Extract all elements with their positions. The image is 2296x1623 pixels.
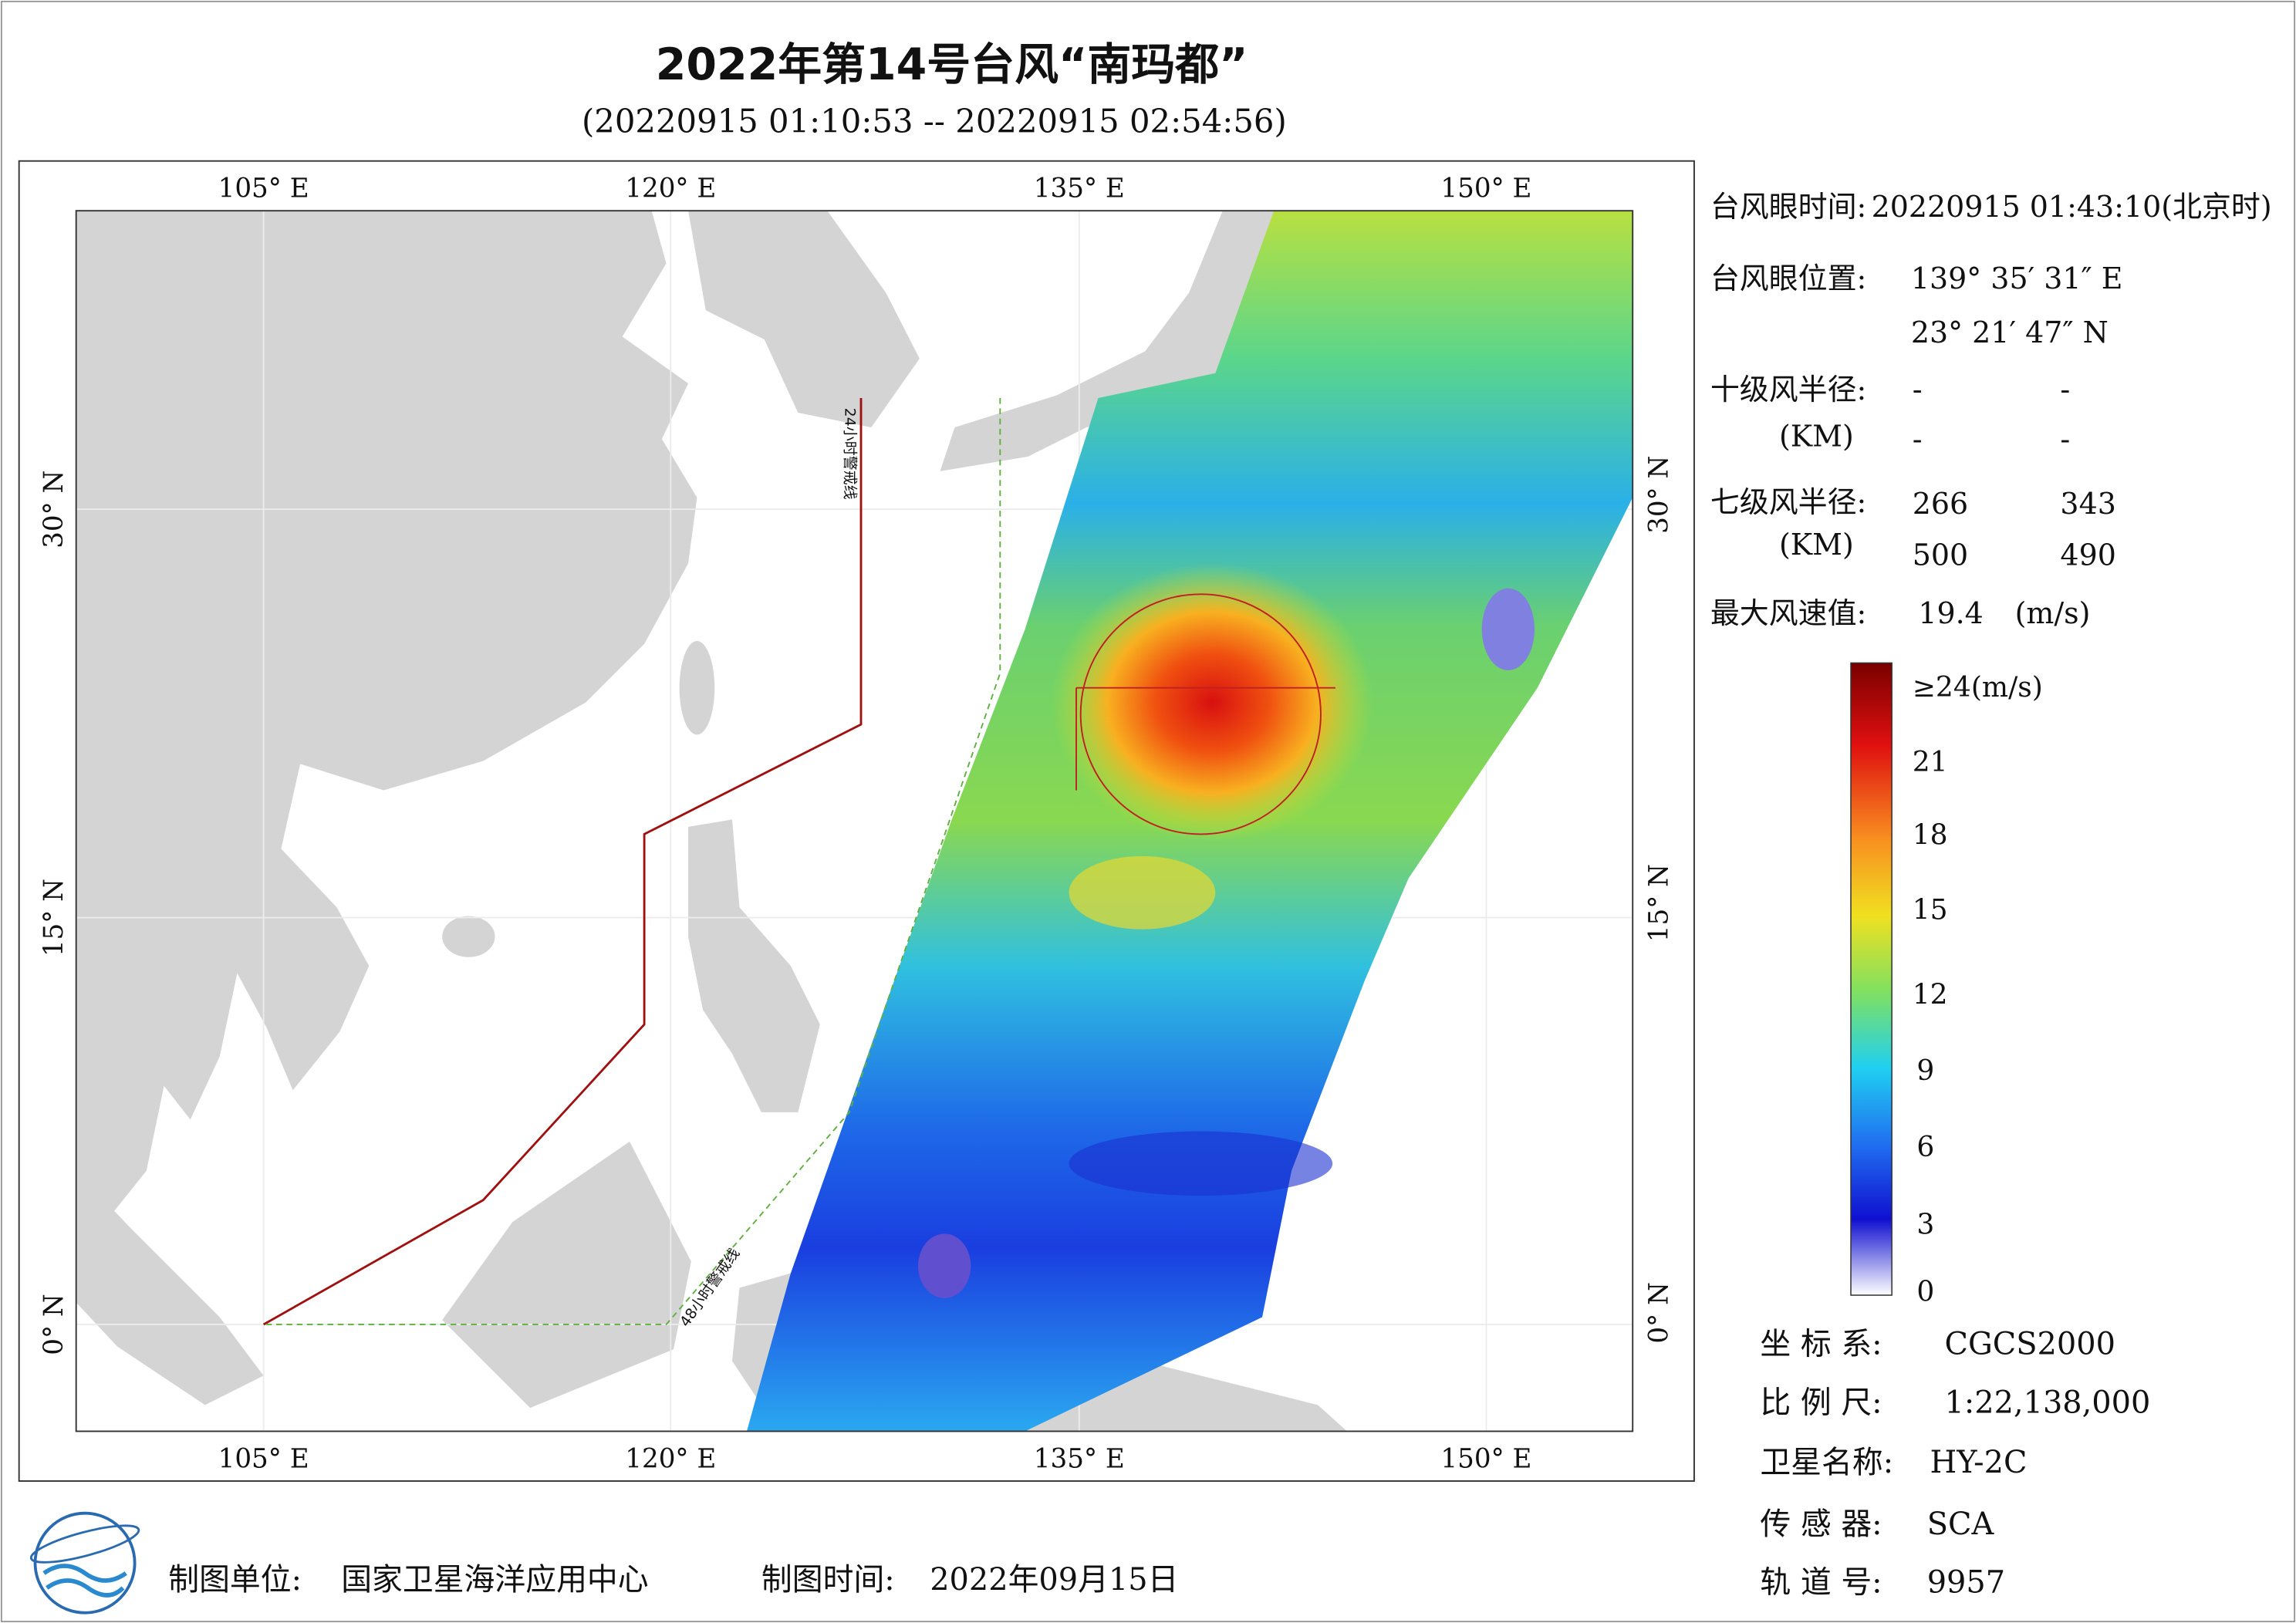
lat-label: 30° N: [39, 471, 69, 548]
info-value: 266: [1913, 487, 1968, 521]
footer-label: 制图时间:: [761, 1562, 895, 1598]
lat-label: 15° N: [1643, 864, 1674, 942]
wind-patch: [1069, 1131, 1333, 1196]
lon-label: 120° E: [625, 1443, 716, 1474]
lon-label: 150° E: [1440, 174, 1531, 204]
meta-value: CGCS2000: [1944, 1326, 2115, 1361]
typhoon-core: [1051, 563, 1374, 842]
colorbar-label: 12: [1913, 979, 1948, 1011]
footer: 制图单位: 国家卫星海洋应用中心 制图时间: 2022年09月15日: [168, 1562, 1178, 1598]
info-label: 最大风速值:: [1710, 596, 1867, 630]
lon-label: 105° E: [218, 174, 309, 204]
meta: 坐 标 系: CGCS2000 比 例 尺: 1:22,138,000 卫星名称…: [1760, 1326, 2150, 1600]
info-value: 19.4: [1918, 596, 1984, 630]
footer-label: 制图单位:: [168, 1562, 302, 1598]
meta-label: 传 感 器:: [1760, 1507, 1882, 1542]
lat-label: 0° N: [39, 1294, 69, 1355]
colorbar-label: 3: [1916, 1208, 1934, 1240]
colorbar-label: ≥24(m/s): [1913, 671, 2043, 704]
meta-label: 比 例 尺:: [1760, 1385, 1882, 1420]
meta-value: SCA: [1927, 1507, 1995, 1542]
lon-label: 135° E: [1034, 1443, 1125, 1474]
info-unit: (m/s): [2015, 596, 2091, 630]
colorbar-label: 21: [1913, 746, 1948, 778]
colorbar-label: 0: [1916, 1276, 1934, 1308]
meta-label: 卫星名称:: [1760, 1445, 1893, 1480]
info-value: 490: [2060, 538, 2115, 572]
warning-line-label: 24小时警戒线: [841, 408, 858, 500]
lon-label: 105° E: [218, 1443, 309, 1474]
philippines: [688, 819, 820, 1112]
warning-line-48h: [263, 398, 1001, 1325]
wind-swath: [746, 211, 1633, 1432]
info-value: 343: [2060, 487, 2115, 521]
info-value: 23° 21′ 47″ N: [1911, 315, 2109, 349]
colorbar: [1850, 662, 1893, 1296]
lat-labels: 30° N 15° N 0° N 30° N 15° N 0° N: [39, 456, 1674, 1355]
wind-patch: [1481, 588, 1535, 670]
map-inner-frame: [75, 210, 1634, 1432]
meta-value: 9957: [1927, 1565, 2005, 1601]
meta-value: HY-2C: [1930, 1445, 2028, 1480]
meta-label: 轨 道 号:: [1760, 1565, 1882, 1601]
logo-orbit: [29, 1524, 140, 1564]
logo: [29, 1511, 140, 1615]
info-label: 台风眼时间:: [1710, 190, 1867, 224]
korea: [688, 211, 920, 427]
info-label: 台风眼位置:: [1710, 262, 1867, 295]
info-value: -: [2060, 422, 2070, 456]
colorbar-label: 6: [1916, 1131, 1934, 1163]
lat-label: 30° N: [1643, 456, 1674, 534]
lon-labels: 105° E 120° E 135° E 150° E 105° E 120° …: [218, 174, 1532, 1475]
logo-waves: [42, 1564, 127, 1598]
lon-label: 150° E: [1440, 1443, 1531, 1474]
info-panel: 台风眼时间: 20220915 01:43:10(北京时) 台风眼位置: 139…: [1710, 190, 2272, 630]
logo-ring: [33, 1511, 137, 1615]
hainan: [442, 916, 495, 957]
sumatra: [76, 1170, 264, 1405]
colorbar-label: 15: [1913, 893, 1948, 926]
colorbar-labels: ≥24(m/s) 21 18 15 12 9 6 3 0: [1913, 671, 2043, 1308]
lon-label: 135° E: [1034, 174, 1125, 204]
colorbar-label: 18: [1913, 819, 1948, 852]
info-value: -: [2060, 373, 2070, 407]
colorbar-label: 9: [1916, 1054, 1934, 1087]
lat-label: 0° N: [1643, 1282, 1674, 1344]
meta-label: 坐 标 系:: [1760, 1326, 1882, 1361]
borneo: [442, 1141, 691, 1409]
wind-patch: [1069, 855, 1216, 930]
info-value: -: [1913, 373, 1923, 407]
info-value: 139° 35′ 31″ E: [1911, 262, 2123, 295]
footer-value: 2022年09月15日: [930, 1562, 1178, 1598]
info-value: -: [1913, 422, 1923, 456]
info-value: 20220915 01:43:10(北京时): [1872, 190, 2272, 224]
japan: [940, 211, 1281, 471]
mainland: [76, 211, 697, 1259]
land: [76, 211, 1348, 1432]
lat-label: 15° N: [39, 879, 69, 957]
warning-line-24h: [262, 398, 863, 1326]
info-unit: (KM): [1779, 528, 1854, 562]
meta-value: 1:22,138,000: [1944, 1385, 2150, 1420]
wind-radius: [1079, 593, 1322, 835]
taiwan: [679, 640, 715, 735]
footer-value: 国家卫星海洋应用中心: [341, 1562, 648, 1598]
info-value: 500: [1913, 538, 1968, 572]
info-label: 七级风半径:: [1710, 485, 1867, 519]
lon-label: 120° E: [625, 174, 716, 204]
info-unit: (KM): [1779, 420, 1854, 454]
wind-patch: [918, 1233, 971, 1298]
info-label: 十级风半径:: [1710, 373, 1867, 407]
map-area: 24小时警戒线 48小时警戒线: [76, 211, 1633, 1432]
title: 2022年第14号台风“南玛都”: [656, 39, 1248, 90]
subtitle: (20220915 01:10:53 -- 20220915 02:54:56): [582, 103, 1287, 140]
